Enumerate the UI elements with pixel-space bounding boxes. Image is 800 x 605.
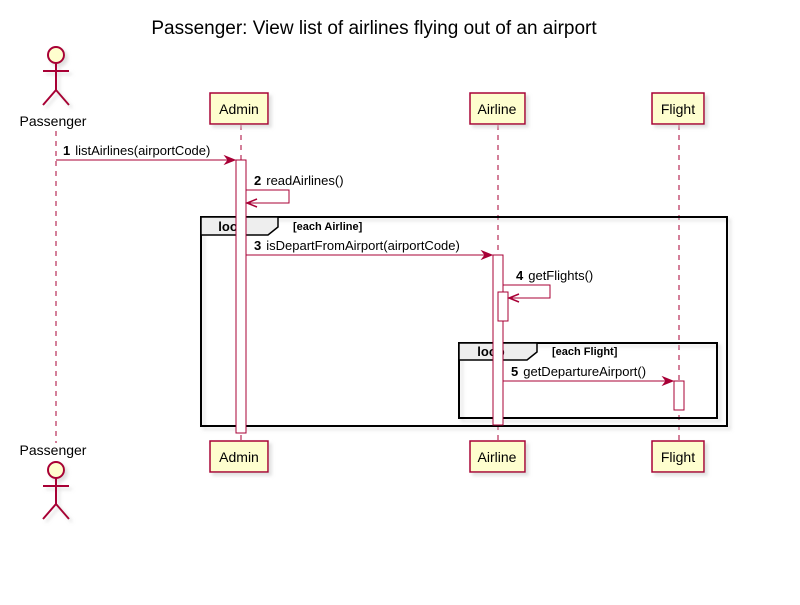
loop-frame (458, 342, 718, 419)
participant-box (469, 440, 526, 473)
message-label: 1 listAirlines(airportCode) (63, 143, 210, 158)
participant-airline-top: Airline (469, 92, 526, 125)
loop-guard: [each Airline] (293, 221, 363, 233)
actor-passenger-bottom: Passenger (20, 442, 87, 520)
actor-passenger-top: Passenger (20, 46, 87, 129)
loop-guard: [each Flight] (552, 346, 618, 358)
participant-label: Passenger (20, 442, 87, 458)
participant-label: Admin (219, 449, 259, 465)
message-1: 1 listAirlines(airportCode) (56, 143, 237, 166)
message-label: 5 getDepartureAirport() (511, 364, 646, 379)
activation-admin (235, 159, 247, 434)
participant-label: Airline (478, 101, 517, 117)
participant-box (651, 92, 705, 125)
loop-frame (200, 216, 728, 427)
participant-admin-top: Admin (209, 92, 269, 125)
participant-box (209, 440, 269, 473)
message-label: 2 readAirlines() (254, 173, 344, 188)
participants-bottom: Passenger Admin Airline Flight (20, 440, 705, 520)
message-arrow (503, 284, 551, 299)
activation-airline (492, 254, 504, 426)
activation-airline-nested (497, 291, 509, 322)
arrow-head-icon (223, 154, 237, 166)
participant-label: Airline (478, 449, 517, 465)
arrow-head-icon (506, 293, 520, 303)
actor-icon (42, 46, 70, 106)
lifelines (55, 125, 680, 443)
actor-icon (42, 461, 70, 520)
messages: 1 listAirlines(airportCode) 2 readAirlines… (56, 143, 675, 387)
participant-box (469, 92, 526, 125)
participant-box (209, 92, 269, 125)
participant-airline-bottom: Airline (469, 440, 526, 473)
participant-label: Admin (219, 101, 259, 117)
participants-top: Passenger Admin Airline Flight (20, 46, 705, 129)
arrow-head-icon (244, 198, 258, 208)
activation-flight (673, 380, 685, 411)
activations (235, 159, 685, 434)
participant-label: Flight (661, 101, 695, 117)
message-4: 4 getFlights() (503, 268, 593, 303)
participant-label: Passenger (20, 113, 87, 129)
message-3: 3 isDepartFromAirport(airportCode) (246, 238, 494, 261)
participant-box (651, 440, 705, 473)
participant-label: Flight (661, 449, 695, 465)
participant-flight-top: Flight (651, 92, 705, 125)
arrow-head-icon (661, 375, 675, 387)
participant-flight-bottom: Flight (651, 440, 705, 473)
participant-admin-bottom: Admin (209, 440, 269, 473)
diagram-title: Passenger: View list of airlines flying … (151, 18, 597, 39)
message-2: 2 readAirlines() (244, 173, 344, 208)
message-label: 4 getFlights() (516, 268, 593, 283)
arrow-head-icon (480, 249, 494, 261)
message-arrow (246, 189, 290, 204)
message-5: 5 getDepartureAirport() (503, 364, 675, 387)
message-label: 3 isDepartFromAirport(airportCode) (254, 238, 460, 253)
